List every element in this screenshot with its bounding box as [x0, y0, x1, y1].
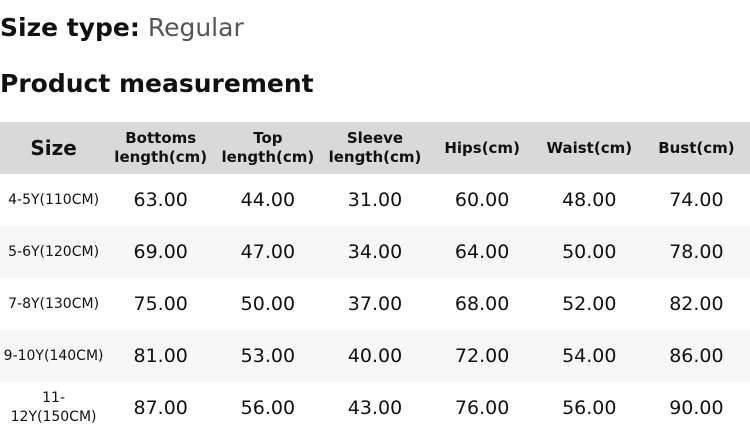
size-type-label: Size type: [0, 13, 140, 42]
value-cell: 50.00 [562, 241, 617, 263]
size-cell: 11-12Y(150CM) [10, 390, 97, 425]
value-cell: 75.00 [133, 293, 188, 315]
value-cell: 72.00 [454, 345, 510, 367]
value-cell: 63.00 [133, 189, 188, 211]
value-cell: 37.00 [347, 293, 403, 315]
value-cell: 60.00 [454, 189, 510, 211]
measurement-table: Size Bottoms length(cm) Top length(cm) Slee… [0, 122, 750, 434]
value-cell: 82.00 [669, 293, 724, 315]
size-cell: 9-10Y(140CM) [3, 347, 104, 364]
column-header: Size [30, 135, 77, 160]
value-cell: 50.00 [240, 293, 296, 315]
value-cell: 74.00 [669, 189, 724, 211]
value-cell: 43.00 [347, 397, 403, 419]
table-header-row: Size Bottoms length(cm) Top length(cm) Slee… [0, 122, 750, 174]
column-header: Sleeve length(cm) [328, 129, 422, 166]
value-cell: 53.00 [240, 345, 296, 367]
value-cell: 48.00 [562, 189, 617, 211]
column-header: Hips(cm) [444, 138, 520, 157]
size-cell: 7-8Y(130CM) [8, 295, 100, 312]
column-header: Waist(cm) [546, 138, 633, 157]
value-cell: 54.00 [562, 345, 617, 367]
value-cell: 86.00 [669, 345, 724, 367]
value-cell: 64.00 [454, 241, 510, 263]
value-cell: 31.00 [347, 189, 403, 211]
table-row: 7-8Y(130CM) 75.00 50.00 37.00 68.00 52.00 82.0… [0, 278, 750, 330]
table-row: 11-12Y(150CM) 87.00 56.00 43.00 76.00 56.00 90… [0, 382, 750, 434]
section-title: Product measurement [0, 69, 314, 98]
value-cell: 68.00 [454, 293, 510, 315]
value-cell: 34.00 [347, 241, 403, 263]
value-cell: 87.00 [133, 397, 188, 419]
size-type: Size type: Regular [0, 12, 244, 44]
column-header: Bottoms length(cm) [114, 129, 208, 166]
table-row: 5-6Y(120CM) 69.00 47.00 34.00 64.00 50.00 78.0… [0, 226, 750, 278]
size-cell: 4-5Y(110CM) [8, 191, 100, 208]
value-cell: 47.00 [240, 241, 296, 263]
table-row: 4-5Y(110CM) 63.00 44.00 31.00 60.00 48.00 74.0… [0, 174, 750, 226]
value-cell: 52.00 [562, 293, 617, 315]
value-cell: 56.00 [562, 397, 617, 419]
column-header: Top length(cm) [221, 129, 315, 166]
value-cell: 76.00 [454, 397, 510, 419]
column-header: Bust(cm) [658, 138, 735, 157]
size-cell: 5-6Y(120CM) [8, 243, 100, 260]
value-cell: 56.00 [240, 397, 296, 419]
table-row: 9-10Y(140CM) 81.00 53.00 40.00 72.00 54.00 86.… [0, 330, 750, 382]
value-cell: 90.00 [669, 397, 724, 419]
value-cell: 69.00 [133, 241, 188, 263]
value-cell: 81.00 [133, 345, 188, 367]
size-type-value: Regular [147, 13, 244, 42]
value-cell: 44.00 [240, 189, 296, 211]
value-cell: 78.00 [669, 241, 724, 263]
value-cell: 40.00 [347, 345, 403, 367]
